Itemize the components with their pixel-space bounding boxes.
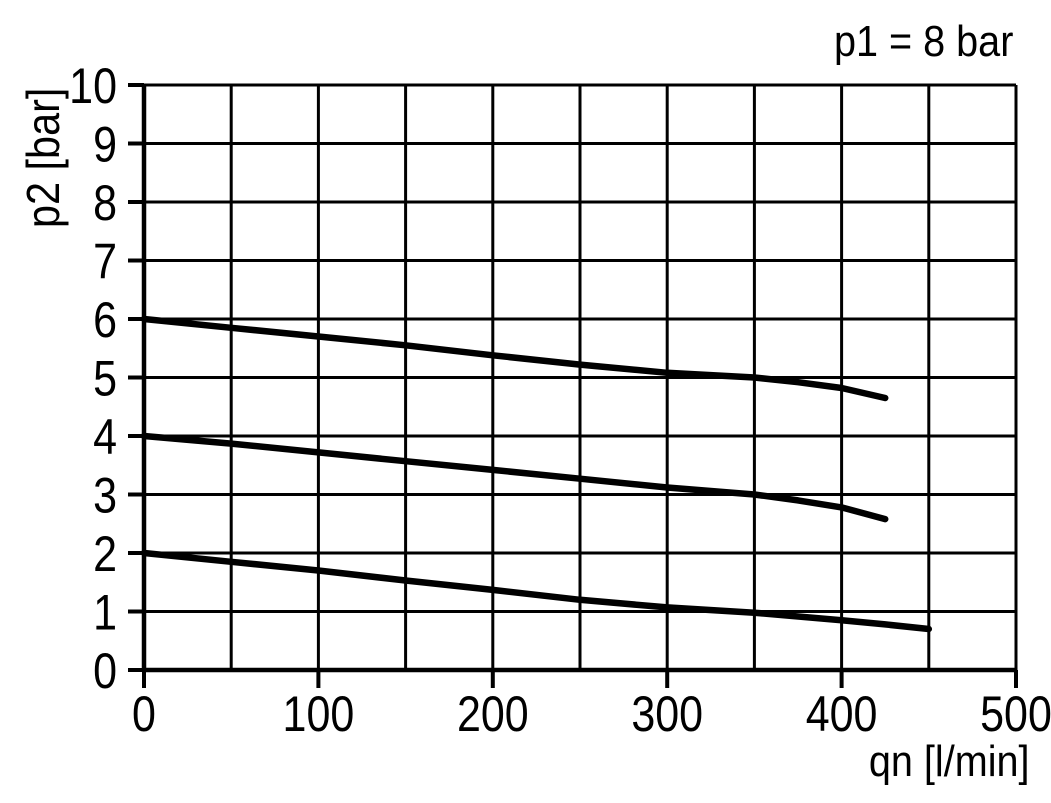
y-tick-label: 8	[93, 175, 117, 231]
y-tick-label: 10	[69, 58, 117, 114]
y-axis-label: p2 [bar]	[17, 87, 69, 228]
y-tick-label: 0	[93, 643, 117, 699]
x-tick-label: 500	[980, 686, 1051, 742]
y-tick-label: 6	[93, 292, 117, 348]
curve-outlet-pressure-setting-4-bar	[140, 432, 889, 523]
x-tick-label: 0	[132, 686, 156, 742]
y-tick-label: 5	[93, 350, 117, 406]
curve-outlet-pressure-setting-6-bar	[140, 315, 889, 402]
chart-title: p1 = 8 bar	[833, 17, 1013, 66]
x-tick-label: 100	[283, 686, 355, 742]
x-axis-label: qn [l/min]	[869, 737, 1030, 786]
y-tick-label: 4	[93, 409, 117, 465]
y-tick-label: 1	[93, 584, 117, 640]
x-tick-label: 200	[457, 686, 529, 742]
x-tick-label: 400	[806, 686, 878, 742]
curve-outlet-pressure-setting-2-bar	[140, 549, 933, 633]
y-tick-label: 3	[93, 467, 117, 523]
y-tick-label: 9	[93, 116, 117, 172]
y-tick-label: 2	[93, 526, 117, 582]
x-tick-label: 300	[631, 686, 703, 742]
y-tick-label: 7	[93, 233, 117, 289]
